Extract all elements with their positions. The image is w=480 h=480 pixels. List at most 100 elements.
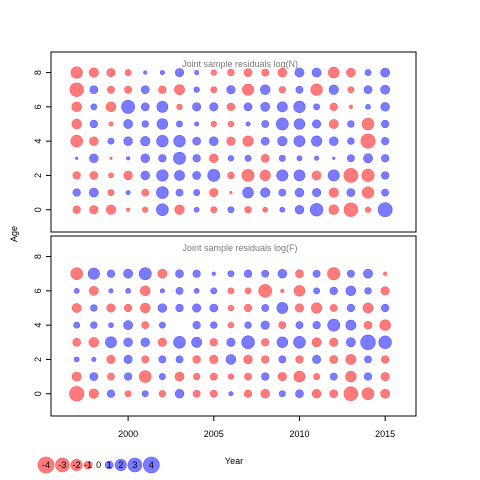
legend-label: 2 bbox=[118, 460, 123, 470]
residual-bubble bbox=[227, 171, 235, 180]
x-axis: 2000 2005 2010 2015 bbox=[118, 415, 395, 439]
residual-bubble bbox=[280, 288, 285, 293]
residual-bubble bbox=[278, 355, 287, 364]
x-tick-label-2010: 2010 bbox=[289, 429, 309, 439]
residual-bubble bbox=[156, 135, 169, 148]
residual-bubble bbox=[364, 206, 372, 213]
residual-bubble bbox=[294, 67, 305, 78]
residual-bubble bbox=[295, 269, 304, 279]
residual-bubble bbox=[360, 334, 376, 350]
residual-bubble bbox=[332, 156, 336, 160]
residual-bubble bbox=[261, 304, 270, 312]
residual-bubble bbox=[106, 269, 116, 278]
residual-bubble bbox=[89, 153, 99, 163]
residual-bubble bbox=[383, 271, 388, 276]
residual-bubble bbox=[278, 154, 286, 162]
residual-bubble bbox=[106, 354, 116, 364]
residual-bubble bbox=[310, 83, 323, 96]
residual-bubble bbox=[346, 188, 356, 197]
residual-bubble bbox=[260, 136, 270, 146]
residual-bubble bbox=[381, 303, 390, 313]
residual-bubble bbox=[313, 103, 321, 111]
residual-bubble bbox=[158, 355, 167, 364]
residual-bubble bbox=[347, 154, 355, 163]
residual-bubble bbox=[124, 372, 133, 381]
residual-bubble bbox=[88, 388, 99, 399]
legend-label: -2 bbox=[73, 460, 81, 470]
legend-label: -3 bbox=[58, 460, 66, 470]
residual-bubble bbox=[312, 119, 322, 129]
residual-bubble bbox=[363, 320, 373, 330]
residual-bubble bbox=[313, 287, 321, 295]
residual-bubble bbox=[343, 202, 358, 217]
residual-bubble bbox=[107, 189, 115, 196]
residual-bubble bbox=[378, 335, 392, 349]
residual-bubble bbox=[192, 389, 201, 398]
residual-bubble bbox=[364, 69, 372, 76]
residual-bubble bbox=[88, 285, 99, 296]
residual-bubble bbox=[89, 136, 99, 146]
residual-bubble bbox=[175, 286, 184, 295]
residual-bubble bbox=[175, 68, 185, 78]
residual-bubble bbox=[108, 172, 114, 179]
residual-bubble bbox=[329, 304, 338, 312]
residual-bubble bbox=[243, 389, 253, 398]
residual-bubble bbox=[87, 267, 100, 280]
residual-bubble bbox=[89, 85, 99, 95]
residual-bubble bbox=[140, 136, 151, 147]
residual-bubble bbox=[105, 336, 117, 349]
x-tick-label-2005: 2005 bbox=[204, 429, 224, 439]
residual-bubble bbox=[124, 69, 132, 76]
residual-bubble bbox=[278, 86, 286, 94]
legend-bubble bbox=[114, 459, 127, 471]
panel-log-f: Joint sample residuals log(F) 0 2 4 6 8 bbox=[33, 235, 417, 417]
residual-bubble bbox=[106, 303, 116, 313]
residual-bubble bbox=[109, 156, 113, 160]
residual-bubble bbox=[259, 169, 271, 181]
residual-bubble bbox=[343, 168, 359, 183]
residual-bubble bbox=[361, 186, 375, 199]
residual-bubble bbox=[243, 102, 253, 112]
residual-bubble bbox=[70, 134, 83, 148]
residual-bubble bbox=[192, 136, 201, 146]
residual-bubble bbox=[158, 154, 167, 163]
residual-bubble bbox=[210, 321, 218, 329]
panel-frame-log-n bbox=[50, 51, 417, 233]
residual-bubble bbox=[312, 188, 322, 198]
residual-bubble bbox=[175, 269, 184, 279]
residual-bubble bbox=[276, 302, 289, 314]
residual-bubble bbox=[258, 284, 272, 298]
residual-bubble bbox=[125, 190, 131, 196]
residual-bubble bbox=[140, 302, 151, 314]
residual-bubble bbox=[364, 287, 372, 295]
residual-bubble bbox=[90, 304, 98, 312]
residual-bubble bbox=[193, 372, 201, 381]
residual-bubble bbox=[277, 136, 288, 147]
y-tick-label-log-n-8: 8 bbox=[33, 70, 43, 75]
residual-bubble bbox=[244, 321, 252, 329]
residual-bubble bbox=[295, 321, 304, 330]
residual-bubble bbox=[158, 321, 166, 329]
residual-bubble bbox=[209, 153, 219, 163]
residual-bubble bbox=[329, 102, 338, 111]
residual-bubble bbox=[311, 302, 323, 314]
residual-bubble bbox=[140, 153, 150, 163]
residual-bubble bbox=[327, 169, 340, 182]
residual-bubble bbox=[227, 287, 235, 295]
residual-bubble bbox=[361, 168, 375, 182]
residual-bubble bbox=[311, 170, 322, 181]
residual-bubble bbox=[260, 153, 270, 163]
residual-bubble bbox=[89, 205, 99, 215]
residual-bubble bbox=[91, 356, 97, 362]
residual-bubble bbox=[107, 137, 115, 145]
residual-bubble bbox=[71, 101, 82, 113]
residual-bubble bbox=[345, 370, 357, 383]
y-tick-label-log-f-6: 6 bbox=[33, 288, 43, 293]
residual-bubble bbox=[157, 303, 168, 313]
residual-bubble bbox=[277, 372, 287, 382]
residual-bubble bbox=[140, 85, 150, 95]
residual-bubble bbox=[243, 68, 253, 77]
residual-bubble bbox=[276, 169, 289, 182]
residual-bubble bbox=[311, 135, 323, 147]
